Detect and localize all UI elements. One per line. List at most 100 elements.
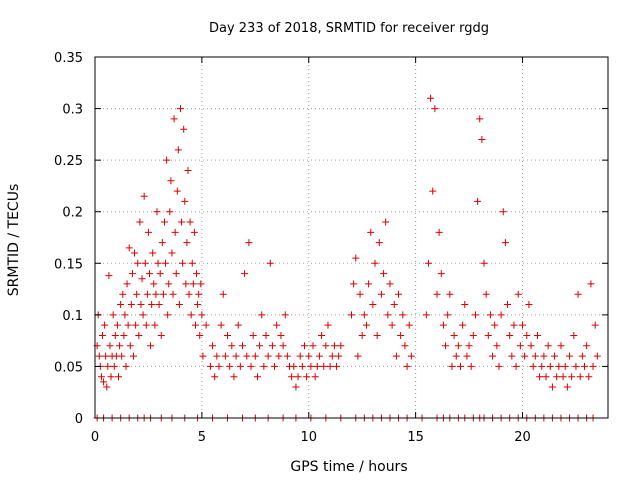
data-point xyxy=(399,311,407,319)
data-point xyxy=(181,197,189,205)
data-point xyxy=(121,311,129,319)
data-point xyxy=(154,259,162,267)
data-point xyxy=(478,136,486,144)
data-point xyxy=(544,342,552,350)
y-axis-label: SRMTID / TECUs xyxy=(6,184,22,297)
data-point xyxy=(566,352,574,360)
data-point xyxy=(497,311,505,319)
data-point xyxy=(369,301,377,309)
data-point xyxy=(326,362,334,370)
data-point xyxy=(322,342,330,350)
data-point xyxy=(531,352,539,360)
data-point xyxy=(452,352,460,360)
data-point xyxy=(290,362,298,370)
data-point xyxy=(591,321,599,329)
data-point xyxy=(217,321,225,329)
data-point xyxy=(182,280,190,288)
data-point xyxy=(533,331,541,339)
data-point xyxy=(260,362,268,370)
data-point xyxy=(375,239,383,247)
data-point xyxy=(123,280,131,288)
data-point xyxy=(365,280,373,288)
data-point xyxy=(188,259,196,267)
data-point xyxy=(234,321,242,329)
data-point xyxy=(164,311,172,319)
data-point xyxy=(168,249,176,257)
data-point xyxy=(433,290,441,298)
data-point xyxy=(159,290,167,298)
data-point xyxy=(171,228,179,236)
data-point xyxy=(459,321,467,329)
data-point xyxy=(166,208,174,216)
data-point xyxy=(279,342,287,350)
data-point xyxy=(199,352,207,360)
data-point xyxy=(162,259,170,267)
data-point xyxy=(132,321,140,329)
data-point xyxy=(437,270,445,278)
x-tick-label: 0 xyxy=(91,430,99,445)
data-point xyxy=(578,352,586,360)
data-point xyxy=(463,352,471,360)
data-point xyxy=(424,259,432,267)
data-point xyxy=(337,342,345,350)
data-point xyxy=(521,352,529,360)
data-point xyxy=(277,331,285,339)
data-point xyxy=(177,105,184,113)
data-point xyxy=(151,321,159,329)
data-point xyxy=(527,342,535,350)
data-point xyxy=(136,218,144,226)
data-point xyxy=(435,228,443,236)
data-point xyxy=(103,383,111,391)
data-point xyxy=(241,270,249,278)
data-point xyxy=(493,342,501,350)
data-point xyxy=(303,373,311,381)
data-point xyxy=(190,228,198,236)
data-point xyxy=(119,290,127,298)
data-point xyxy=(294,373,302,381)
data-point xyxy=(382,218,390,226)
data-point xyxy=(197,280,205,288)
data-point xyxy=(377,290,385,298)
data-point xyxy=(245,239,253,247)
data-point xyxy=(134,259,142,267)
data-point xyxy=(555,362,563,370)
data-point xyxy=(253,373,261,381)
data-point xyxy=(508,352,516,360)
data-point xyxy=(454,342,462,350)
data-point xyxy=(109,311,117,319)
data-point xyxy=(262,331,270,339)
data-point xyxy=(152,290,160,298)
data-point xyxy=(111,331,119,339)
data-point xyxy=(348,311,355,319)
data-point xyxy=(448,362,456,370)
data-point xyxy=(226,362,234,370)
data-point xyxy=(184,166,192,174)
data-point xyxy=(98,331,106,339)
data-point xyxy=(356,290,364,298)
data-point xyxy=(311,373,319,381)
data-point xyxy=(126,342,134,350)
data-point xyxy=(450,331,458,339)
data-point xyxy=(268,342,276,350)
data-point xyxy=(318,331,326,339)
data-point xyxy=(512,362,520,370)
data-point xyxy=(489,352,497,360)
data-points xyxy=(93,94,601,422)
data-point xyxy=(258,311,266,319)
data-point xyxy=(202,321,210,329)
data-point xyxy=(213,352,221,360)
data-point xyxy=(335,352,343,360)
data-point xyxy=(546,362,554,370)
data-point xyxy=(350,280,358,288)
chart-title: Day 233 of 2018, SRMTID for receiver rgd… xyxy=(209,21,489,36)
data-point xyxy=(266,259,274,267)
data-point xyxy=(115,373,123,381)
data-point xyxy=(183,239,191,247)
data-point xyxy=(358,331,366,339)
data-point xyxy=(273,321,281,329)
data-point xyxy=(367,228,375,236)
data-point xyxy=(467,362,475,370)
data-point xyxy=(180,125,188,133)
data-point xyxy=(384,311,392,319)
x-tick-label: 5 xyxy=(198,430,206,445)
